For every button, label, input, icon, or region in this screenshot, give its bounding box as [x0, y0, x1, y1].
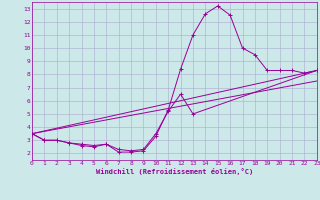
X-axis label: Windchill (Refroidissement éolien,°C): Windchill (Refroidissement éolien,°C) [96, 168, 253, 175]
